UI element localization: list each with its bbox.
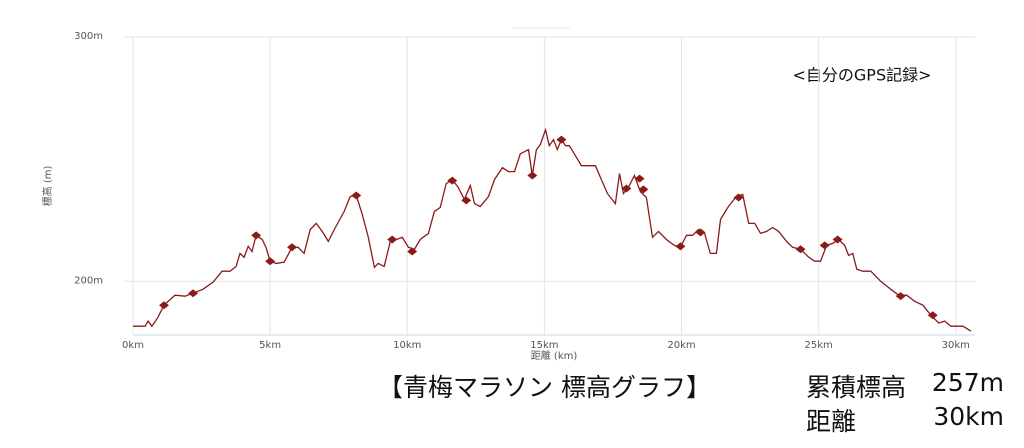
chart: <自分のGPS記録> 距離 (km) 標高 (m) 0km 5km 10km 15km… [41,27,975,362]
marker [527,171,538,180]
marker [387,235,398,244]
marker [634,174,645,183]
marker [556,135,567,144]
stat-label: 累積標高 [806,373,907,402]
marker [675,242,686,251]
y-tick-label: 300m [74,31,103,42]
x-tick-label: 30km [942,340,970,351]
caption: 【青梅マラソン 標高グラフ】 [378,373,711,402]
y-tick-label: 200m [74,275,103,286]
marker [447,176,458,185]
marker [638,185,649,194]
marker [188,289,199,298]
marker [407,247,418,256]
stat-value: 30km [933,402,1004,431]
elevation-line [133,127,972,332]
marker [895,292,906,301]
marker [733,193,744,202]
stat-value: 257m [931,368,1004,397]
marker [287,243,298,252]
x-tick-label: 25km [805,340,833,351]
marker [461,196,472,205]
marker [265,257,276,266]
x-tick-label: 5km [259,340,281,351]
marker [832,235,843,244]
marker [695,228,706,237]
x-tick-label: 15km [530,340,558,351]
marker [927,311,938,320]
x-axis-label: 距離 (km) [531,349,578,362]
marker [819,241,830,250]
marker [795,245,806,254]
marker [251,231,262,240]
stat-label: 距離 [806,407,857,436]
y-axis-label: 標高 (m) [41,166,54,207]
marker [158,301,169,310]
x-tick-label: 0km [122,340,144,351]
annotation: <自分のGPS記録> [792,66,931,85]
marker [621,184,632,193]
x-tick-label: 10km [393,340,421,351]
marker [351,191,362,200]
x-tick-label: 20km [667,340,695,351]
